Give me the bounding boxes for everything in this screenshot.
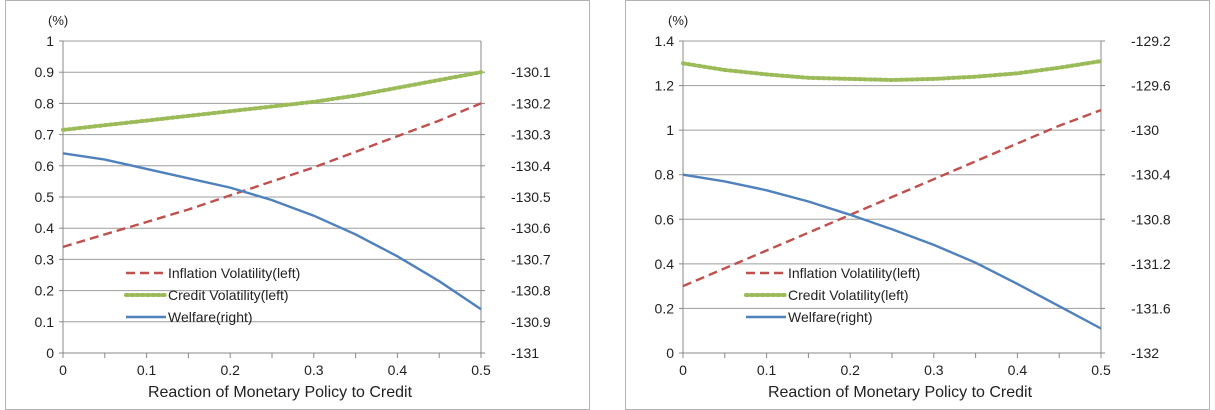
x-tick-label: 0.5 bbox=[471, 362, 491, 378]
legend-label: Inflation Volatility(left) bbox=[788, 265, 920, 281]
y-right-tick-label: -131.2 bbox=[1131, 256, 1171, 272]
y-left-tick-label: 0.4 bbox=[35, 220, 55, 236]
series-line-credit-volatility-left bbox=[681, 59, 1103, 83]
series-line-welfare-right bbox=[682, 173, 1102, 330]
y-left-tick-label: 0.5 bbox=[35, 189, 55, 205]
x-axis-title: Reaction of Monetary Policy to Credit bbox=[768, 384, 1033, 401]
legend-label: Credit Volatility(left) bbox=[168, 287, 289, 303]
y-left-tick-label: 0.1 bbox=[35, 314, 55, 330]
y-left-tick-label: 1 bbox=[666, 122, 674, 138]
y-left-tick-label: 0.2 bbox=[35, 283, 55, 299]
legend-label: Welfare(right) bbox=[168, 309, 253, 325]
legend-label: Inflation Volatility(left) bbox=[168, 265, 300, 281]
x-tick-label: 0.1 bbox=[757, 362, 777, 378]
chart-panel-left: 0 0.1 0.2 0.3 0.4 0.5 0.6 0.7 0.8 0.9 1 -131 -130.9 -… bbox=[5, 0, 590, 410]
y-left-tick-label: 0 bbox=[46, 345, 54, 361]
x-tick-label: 0.2 bbox=[840, 362, 860, 378]
x-tick-label: 0.5 bbox=[1091, 362, 1111, 378]
y-left-tick-label: 1.4 bbox=[655, 33, 675, 49]
x-tick-label: 0 bbox=[59, 362, 67, 378]
x-axis-title: Reaction of Monetary Policy to Credit bbox=[148, 384, 413, 401]
y-right-tick-label: -129.6 bbox=[1131, 78, 1171, 94]
y-left-tick-label: 0.8 bbox=[655, 167, 675, 183]
y-left-tick-label: 0.6 bbox=[35, 158, 55, 174]
legend-label: Credit Volatility(left) bbox=[788, 287, 909, 303]
y-left-tick-label: 0.3 bbox=[35, 251, 55, 267]
y-right-tick-label: -129.2 bbox=[1131, 33, 1171, 49]
y-left-unit-label: (%) bbox=[668, 13, 688, 28]
y-right-tick-label: -130.6 bbox=[511, 220, 551, 236]
legend-label: Welfare(right) bbox=[788, 309, 873, 325]
y-right-tick-label: -130.2 bbox=[511, 95, 551, 111]
y-right-tick-label: -130.8 bbox=[511, 283, 551, 299]
y-left-tick-label: 1.2 bbox=[655, 78, 675, 94]
x-tick-label: 0.2 bbox=[220, 362, 240, 378]
series-line-inflation-volatility-left bbox=[682, 108, 1102, 288]
y-right-tick-label: -130.3 bbox=[511, 127, 551, 143]
y-left-tick-label: 1 bbox=[46, 33, 54, 49]
y-right-tick-label: -131 bbox=[511, 345, 539, 361]
y-left-tick-label: 0 bbox=[666, 345, 674, 361]
chart-left: 0 0.1 0.2 0.3 0.4 0.5 0.6 0.7 0.8 0.9 1 -131 -130.9 -… bbox=[35, 13, 551, 401]
y-right-tick-label: -130.5 bbox=[511, 189, 551, 205]
y-right-tick-label: -130.9 bbox=[511, 314, 551, 330]
chart-right: 0 0.2 0.4 0.6 0.8 1 1.2 1.4 -132 -131.6 -131.2 -130… bbox=[655, 13, 1171, 401]
y-right-tick-label: -130.8 bbox=[1131, 211, 1171, 227]
x-tick-label: 0 bbox=[679, 362, 687, 378]
chart-panel-right: 0 0.2 0.4 0.6 0.8 1 1.2 1.4 -132 -131.6 -131.2 -130… bbox=[625, 0, 1210, 410]
series-line-credit-volatility-left bbox=[61, 70, 483, 132]
y-right-tick-label: -130.4 bbox=[1131, 167, 1171, 183]
y-right-tick-label: -130.1 bbox=[511, 64, 551, 80]
y-left-tick-label: 0.4 bbox=[655, 256, 675, 272]
y-left-tick-label: 0.9 bbox=[35, 64, 55, 80]
series-line-inflation-volatility-left bbox=[62, 102, 482, 249]
y-left-tick-label: 0.8 bbox=[35, 95, 55, 111]
x-tick-label: 0.1 bbox=[137, 362, 157, 378]
x-tick-label: 0.3 bbox=[924, 362, 944, 378]
y-left-tick-label: 0.7 bbox=[35, 127, 55, 143]
y-right-tick-label: -131.6 bbox=[1131, 300, 1171, 316]
y-right-tick-label: -130.7 bbox=[511, 251, 551, 267]
y-left-unit-label: (%) bbox=[48, 13, 68, 28]
y-right-tick-label: -130.4 bbox=[511, 158, 551, 174]
x-tick-label: 0.3 bbox=[304, 362, 324, 378]
y-left-tick-label: 0.2 bbox=[655, 300, 675, 316]
y-right-tick-label: -130 bbox=[1131, 122, 1159, 138]
y-left-tick-label: 0.6 bbox=[655, 211, 675, 227]
series-line-welfare-right bbox=[62, 152, 482, 311]
x-tick-label: 0.4 bbox=[1008, 362, 1028, 378]
x-tick-label: 0.4 bbox=[388, 362, 408, 378]
y-right-tick-label: -132 bbox=[1131, 345, 1159, 361]
